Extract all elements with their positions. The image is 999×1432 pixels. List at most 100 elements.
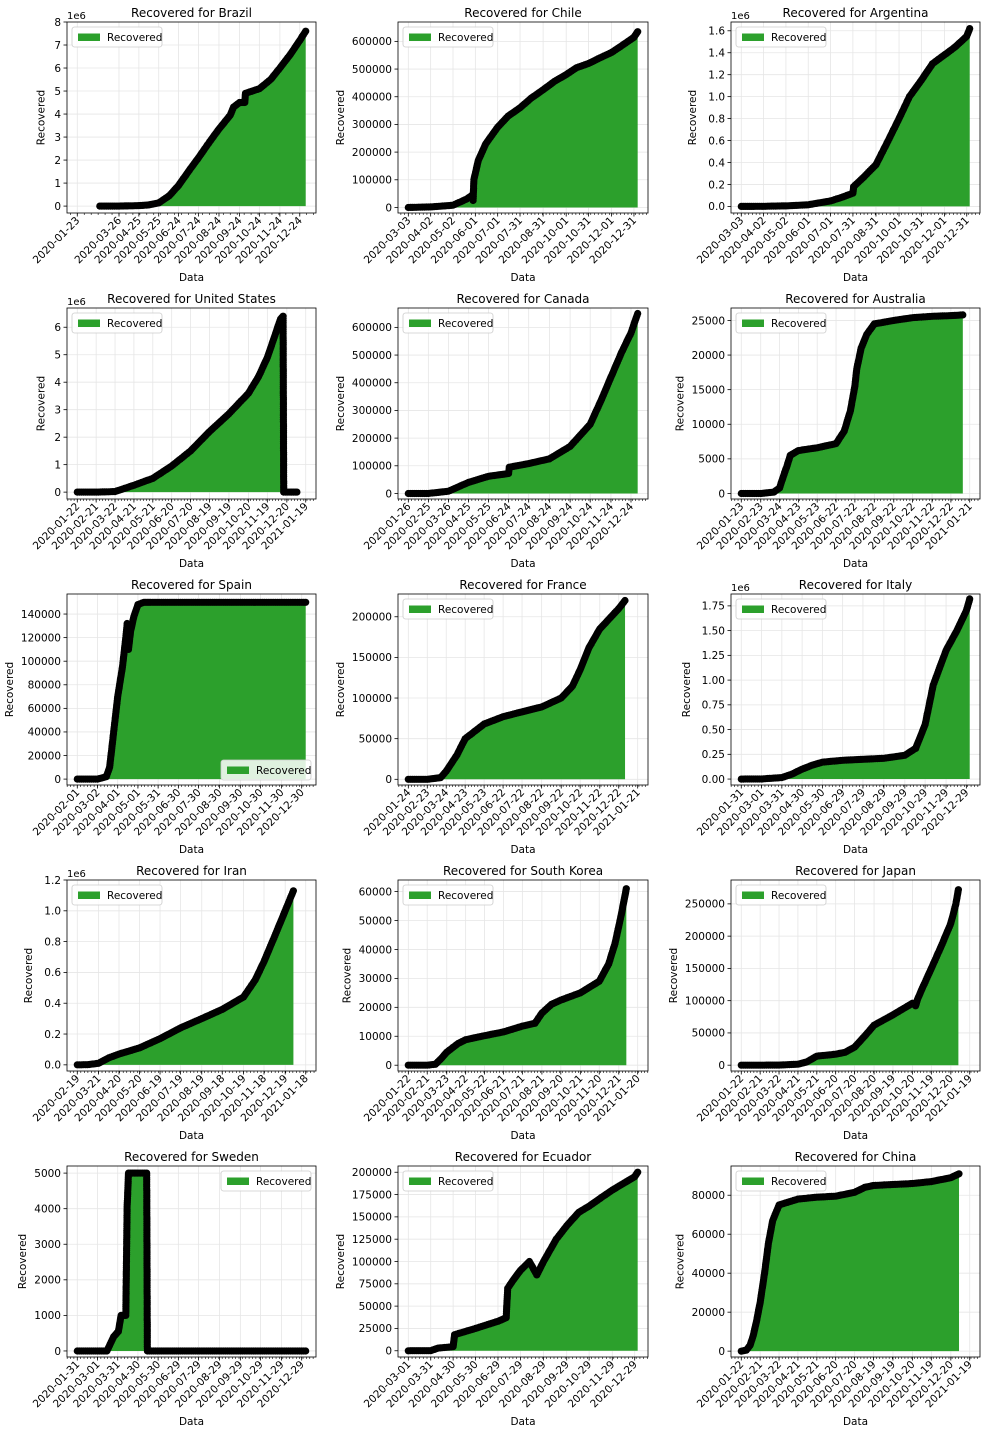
recovered-area	[408, 888, 627, 1066]
legend-swatch	[78, 891, 100, 899]
legend-swatch	[742, 33, 764, 41]
axes-frame	[397, 21, 649, 214]
recovered-area	[77, 316, 297, 493]
legend-label: Recovered	[771, 1176, 826, 1188]
y-tick-label: 0	[385, 1346, 392, 1358]
chart-title: Recovered for China	[795, 1150, 917, 1164]
legend-label: Recovered	[256, 1176, 311, 1188]
y-tick-label: 50000	[359, 733, 392, 745]
y-tick-label: 50000	[692, 1028, 725, 1040]
y-tick-label: 50000	[359, 915, 392, 927]
y-offset-text: 1e6	[731, 11, 750, 22]
chart-panel: 2020-03-032020-04-022020-05-022020-06-01…	[687, 6, 981, 284]
chart-panel: 2020-03-032020-04-022020-05-022020-06-01…	[335, 6, 649, 284]
y-tick-label: 125000	[352, 1234, 392, 1246]
y-tick-label: 1000	[34, 1310, 61, 1322]
y-tick-label: 0.6	[44, 967, 61, 979]
chart-title: Recovered for Ecuador	[455, 1150, 592, 1164]
legend-box	[71, 26, 163, 48]
y-tick-label: 1.25	[702, 650, 725, 662]
y-tick-label: 100000	[21, 656, 61, 668]
y-tick-label: 0.0	[44, 1060, 61, 1072]
data-point	[622, 885, 630, 893]
y-tick-label: 1	[54, 178, 61, 190]
chart-title: Recovered for Argentina	[783, 6, 929, 20]
y-tick-label: 1.00	[702, 675, 725, 687]
y-tick-label: 0	[54, 1346, 61, 1358]
recovered-area	[408, 600, 626, 780]
y-tick-label: 100000	[352, 175, 392, 187]
legend-box	[71, 884, 163, 906]
axes-frame	[66, 21, 317, 214]
chart-panel: 2020-03-012020-03-312020-04-302020-05-30…	[335, 1150, 649, 1428]
y-tick-label: 1.75	[702, 601, 725, 613]
legend-label: Recovered	[256, 765, 311, 777]
legend-swatch	[742, 319, 764, 327]
legend: Recovered	[735, 598, 827, 620]
y-tick-label: 0.0	[708, 201, 725, 213]
y-tick-label: 6	[54, 322, 61, 334]
y-tick-label: 20000	[359, 1002, 392, 1014]
y-tick-label: 0	[718, 1346, 725, 1358]
legend: Recovered	[735, 26, 827, 48]
chart-title: Recovered for United States	[107, 292, 276, 306]
y-tick-label: 40000	[692, 1268, 725, 1280]
legend-swatch	[409, 891, 431, 899]
axes-frame	[397, 593, 649, 786]
y-tick-label: 200000	[352, 612, 392, 624]
recovered-markers	[737, 595, 974, 783]
x-axis-label: Data	[843, 272, 868, 284]
legend-label: Recovered	[438, 1176, 493, 1188]
legend: Recovered	[71, 884, 163, 906]
y-axis-label: Recovered	[23, 948, 35, 1003]
y-tick-label: 150000	[685, 963, 725, 975]
legend: Recovered	[220, 1170, 312, 1192]
y-tick-label: 0.4	[44, 998, 61, 1010]
recovered-area	[99, 31, 306, 207]
chart-panel: 2020-01-222020-02-212020-03-222020-04-21…	[675, 1150, 981, 1428]
legend: Recovered	[402, 26, 494, 48]
y-tick-label: 4	[54, 109, 61, 121]
x-axis-label: Data	[179, 1130, 204, 1142]
y-tick-label: 40000	[28, 727, 61, 739]
y-tick-label: 400000	[352, 92, 392, 104]
y-tick-label: 3000	[34, 1239, 61, 1251]
y-tick-label: 0	[385, 488, 392, 500]
legend-box	[735, 312, 827, 334]
recovered-markers	[737, 1170, 963, 1355]
recovered-area	[408, 313, 638, 494]
y-axis-label: Recovered	[335, 1234, 347, 1289]
y-axis-label: Recovered	[36, 376, 48, 431]
data-point	[634, 28, 642, 36]
legend-box	[402, 598, 494, 620]
y-tick-label: 4000	[34, 1203, 61, 1215]
data-point	[289, 887, 297, 895]
axes-frame	[730, 1165, 981, 1358]
chart-panel: 2020-01-222020-02-212020-03-222020-04-21…	[668, 864, 981, 1142]
y-axis-label: Recovered	[4, 662, 16, 717]
y-tick-label: 60000	[692, 1229, 725, 1241]
y-offset-text: 1e6	[67, 11, 86, 22]
chart-title: Recovered for Italy	[799, 578, 912, 592]
recovered-markers	[73, 1169, 310, 1355]
y-tick-label: 25000	[359, 1323, 392, 1335]
y-tick-label: 0	[54, 774, 61, 786]
recovered-area	[741, 889, 959, 1066]
y-tick-label: 400000	[352, 378, 392, 390]
recovered-markers	[737, 311, 967, 498]
y-tick-label: 4	[54, 377, 61, 389]
recovered-markers	[404, 28, 642, 212]
legend-box	[71, 312, 163, 334]
legend-box	[735, 598, 827, 620]
axes-frame	[66, 879, 317, 1072]
data-point	[966, 595, 974, 603]
y-axis-label: Recovered	[335, 376, 347, 431]
data-point	[955, 1170, 963, 1178]
y-tick-label: 0	[718, 1060, 725, 1072]
legend-swatch	[409, 605, 431, 613]
recovered-area	[408, 1172, 638, 1351]
axes-frame	[730, 307, 981, 500]
chart-title: Recovered for South Korea	[443, 864, 603, 878]
y-tick-label: 20000	[692, 1307, 725, 1319]
